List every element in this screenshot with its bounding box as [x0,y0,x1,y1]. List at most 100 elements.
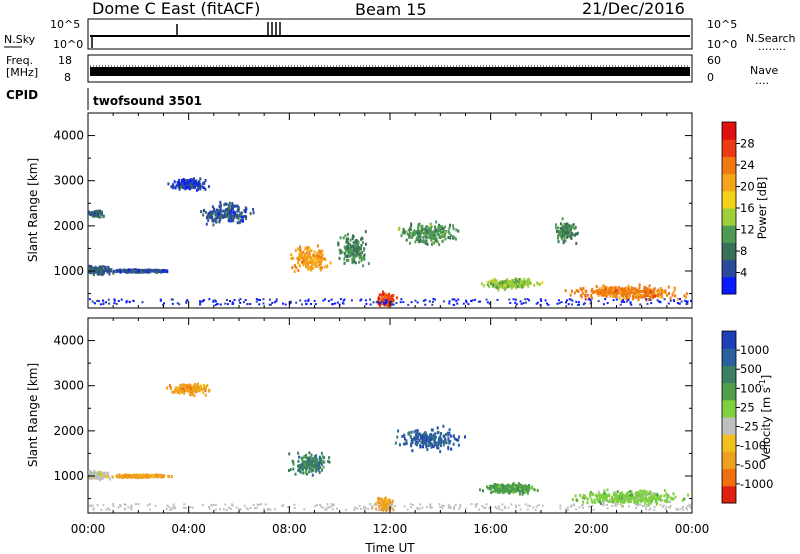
range-gate-cell [184,507,187,510]
range-gate-cell [584,494,586,498]
range-gate-cell [428,234,431,238]
range-gate-cell [639,503,642,506]
range-gate-cell [144,474,147,478]
range-gate-cell [645,497,647,501]
range-gate-cell [590,289,593,293]
range-gate-cell [230,211,233,215]
range-gate-cell [247,508,249,511]
range-gate-cell [123,474,126,478]
range-gate-cell [96,299,99,302]
range-gate-cell [621,294,624,298]
range-gate-cell [332,503,335,506]
range-gate-cell [470,300,473,302]
range-gate-cell [489,487,492,491]
range-gate-cell [665,492,668,496]
range-gate-cell [125,474,128,478]
range-gate-cell [560,301,563,304]
range-gate-cell [222,214,225,218]
range-gate-cell [522,485,525,489]
range-gate-cell [507,488,509,492]
range-gate-cell [674,495,677,499]
range-gate-cell [497,490,500,494]
range-gate-cell [390,303,393,306]
range-gate-cell [210,215,213,219]
range-gate-cell [505,484,508,488]
range-gate-cell [198,386,201,390]
range-gate-cell [320,451,323,455]
range-gate-cell [464,507,467,510]
beam-label: Beam 15 [355,0,427,19]
range-gate-cell [100,473,103,477]
range-gate-cell [122,475,125,479]
range-gate-cell [392,294,395,297]
range-gate-cell [349,243,352,247]
range-gate-cell [170,475,173,479]
range-gate-cell [199,187,202,191]
range-gate-cell [478,300,480,303]
range-gate-cell [252,211,255,215]
range-gate-cell [281,505,284,507]
range-gate-cell [208,214,211,218]
range-gate-cell [314,505,317,508]
range-gate-cell [598,493,601,496]
range-gate-cell [313,299,316,302]
range-gate-cell [243,301,245,304]
range-gate-cell [437,446,440,450]
range-gate-cell [488,484,491,488]
range-gate-cell [440,231,443,235]
range-gate-cell [615,298,618,301]
range-gate-cell [607,499,610,503]
range-gate-cell [493,487,496,491]
colorbar-segment [722,276,736,295]
range-gate-cell [120,298,123,301]
range-gate-cell [519,485,522,488]
range-gate-cell [645,298,648,301]
range-gate-cell [498,508,501,510]
range-gate-cell [98,270,101,274]
range-gate-cell [225,508,228,511]
range-gate-cell [556,302,559,305]
range-gate-cell [444,440,447,444]
range-gate-cell [515,284,518,288]
range-gate-cell [216,208,219,212]
range-gate-cell [269,303,272,306]
range-gate-cell [638,286,641,290]
range-gate-cell [660,295,663,299]
range-gate-cell [514,490,517,493]
range-gate-cell [575,289,578,293]
range-gate-cell [209,213,212,217]
range-gate-cell [339,236,342,240]
range-gate-cell [98,272,101,276]
range-gate-cell [668,291,670,295]
range-gate-cell [570,504,573,507]
range-gate-cell [358,256,361,260]
range-gate-cell [117,269,120,273]
range-gate-cell [435,220,438,224]
range-gate-cell [621,291,624,295]
range-gate-cell [177,180,180,184]
range-gate-cell [141,301,144,304]
range-gate-cell [211,210,214,214]
range-gate-cell [245,207,248,211]
range-gate-cell [672,497,675,501]
range-gate-cell [511,483,514,487]
range-gate-cell [384,507,387,511]
range-gate-cell [338,248,341,252]
range-gate-cell [175,387,178,391]
range-gate-cell [484,506,487,509]
velocity-scatter [88,382,692,512]
range-gate-cell [679,508,682,511]
range-gate-cell [617,285,620,289]
range-gate-cell [645,504,648,507]
range-gate-cell [187,182,190,186]
colorbar-segment [722,434,736,452]
range-gate-cell [102,302,105,305]
range-gate-cell [410,228,412,232]
range-gate-cell [581,291,584,295]
range-gate-cell [625,297,628,301]
range-gate-cell [169,509,172,511]
range-gate-cell [451,236,454,240]
noise-frame [87,18,693,50]
range-gate-cell [228,205,231,209]
range-gate-cell [314,457,317,461]
